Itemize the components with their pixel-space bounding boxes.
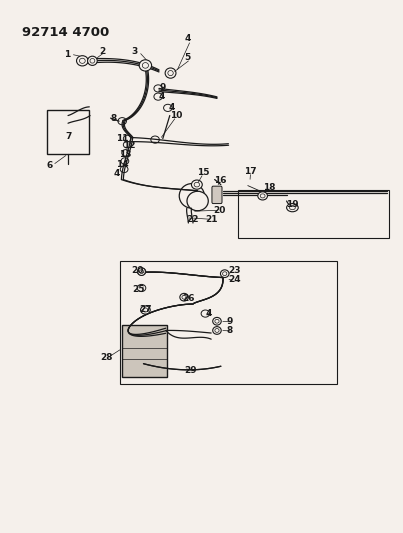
Text: 92714 4700: 92714 4700 <box>22 26 109 39</box>
Ellipse shape <box>165 68 176 78</box>
Text: 10: 10 <box>170 111 182 120</box>
Text: 6: 6 <box>47 160 53 169</box>
Text: 27: 27 <box>139 305 152 314</box>
Text: 26: 26 <box>182 294 195 303</box>
Ellipse shape <box>220 270 229 278</box>
Text: 4: 4 <box>159 92 165 101</box>
Text: 7: 7 <box>65 132 72 141</box>
Text: 19: 19 <box>286 199 299 208</box>
Text: 21: 21 <box>206 215 218 224</box>
Ellipse shape <box>77 55 88 66</box>
Ellipse shape <box>141 306 150 314</box>
Text: 13: 13 <box>119 150 132 159</box>
Ellipse shape <box>191 180 202 189</box>
Bar <box>47 110 89 154</box>
Text: 24: 24 <box>229 276 241 284</box>
Ellipse shape <box>287 204 298 212</box>
Text: 25: 25 <box>133 285 145 294</box>
Text: 9: 9 <box>160 83 166 92</box>
Ellipse shape <box>213 327 221 334</box>
FancyBboxPatch shape <box>212 186 222 204</box>
Ellipse shape <box>213 318 221 325</box>
Text: 4: 4 <box>206 309 212 318</box>
Text: 14: 14 <box>116 160 129 168</box>
Text: 15: 15 <box>197 168 209 177</box>
Ellipse shape <box>258 192 268 200</box>
Text: 1: 1 <box>64 50 71 59</box>
Ellipse shape <box>180 293 188 301</box>
Ellipse shape <box>139 60 152 71</box>
Text: 16: 16 <box>214 176 226 185</box>
Text: 4: 4 <box>113 169 120 178</box>
Text: 29: 29 <box>184 366 197 375</box>
Text: 20: 20 <box>213 206 226 215</box>
Bar <box>120 261 337 384</box>
Text: 4: 4 <box>169 103 175 112</box>
Text: 11: 11 <box>116 134 128 143</box>
Text: 20: 20 <box>131 266 143 275</box>
Ellipse shape <box>187 191 208 211</box>
Text: 28: 28 <box>100 352 112 361</box>
Text: 8: 8 <box>110 114 117 123</box>
Bar <box>122 325 167 376</box>
Bar <box>238 190 389 238</box>
Text: 9: 9 <box>226 317 233 326</box>
Text: 2: 2 <box>99 47 105 56</box>
Ellipse shape <box>138 268 145 276</box>
Text: 8: 8 <box>226 327 233 335</box>
Text: 5: 5 <box>184 53 190 62</box>
Text: 22: 22 <box>186 215 199 224</box>
Text: 17: 17 <box>244 167 257 176</box>
Text: 23: 23 <box>228 265 240 274</box>
Ellipse shape <box>87 56 97 66</box>
Text: 4: 4 <box>184 34 191 43</box>
Text: 12: 12 <box>123 141 136 150</box>
Text: 3: 3 <box>132 47 138 56</box>
Text: 18: 18 <box>263 183 275 192</box>
